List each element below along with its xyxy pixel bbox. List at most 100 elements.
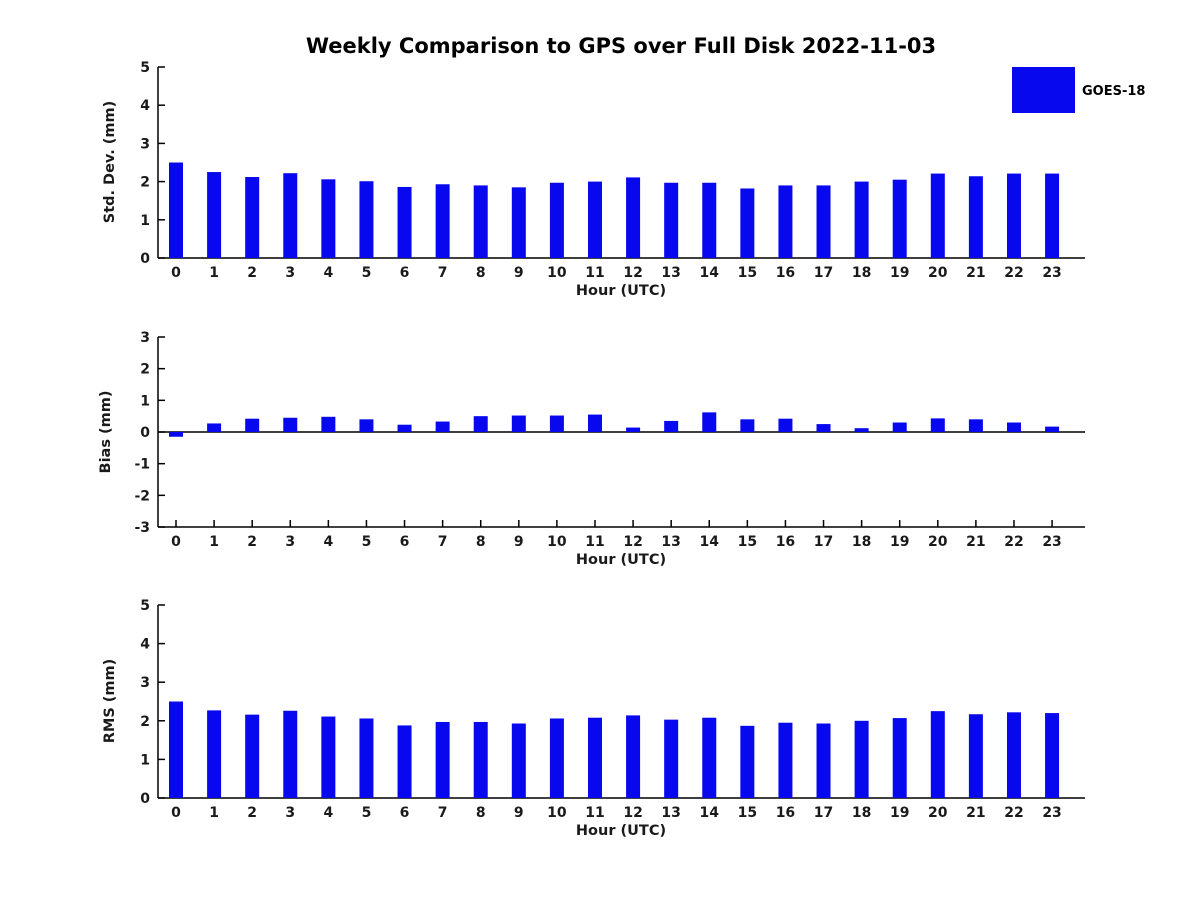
x-tick-label: 10 xyxy=(547,805,567,821)
x-tick-label: 6 xyxy=(400,265,410,281)
x-tick-label: 7 xyxy=(438,534,448,550)
rms-bar-hour-21 xyxy=(968,714,983,798)
x-tick-label: 11 xyxy=(585,265,604,281)
y-tick-label: 1 xyxy=(140,213,150,229)
y-tick-label: 3 xyxy=(140,330,150,346)
y-tick-label: 3 xyxy=(140,675,150,691)
x-tick-label: 8 xyxy=(476,265,486,281)
x-tick-label: 3 xyxy=(285,265,295,281)
bias-bar-hour-13 xyxy=(664,420,679,432)
rms-bar-hour-17 xyxy=(816,723,831,798)
std-dev-bar-hour-17 xyxy=(816,185,831,258)
x-tick-label: 1 xyxy=(209,265,219,281)
rms-bar-hour-19 xyxy=(892,718,907,798)
x-tick-label: 14 xyxy=(700,805,720,821)
bias-bar-hour-6 xyxy=(397,424,412,432)
x-tick-label: 15 xyxy=(738,265,757,281)
x-tick-label: 17 xyxy=(814,265,833,281)
x-tick-label: 4 xyxy=(323,265,333,281)
bias-bar-hour-14 xyxy=(702,412,717,432)
rms-bar-hour-3 xyxy=(283,710,298,798)
x-tick-label: 8 xyxy=(476,805,486,821)
rms-bar-hour-7 xyxy=(435,721,450,798)
x-tick-label: 18 xyxy=(852,265,871,281)
std-dev-bar-hour-13 xyxy=(664,182,679,258)
std-dev-bar-hour-12 xyxy=(626,177,641,258)
std-dev-bar-hour-2 xyxy=(245,177,260,258)
x-tick-label: 2 xyxy=(247,534,257,550)
bias-bar-hour-23 xyxy=(1045,426,1060,432)
bias-bar-hour-11 xyxy=(587,414,602,432)
x-tick-label: 11 xyxy=(585,805,604,821)
std-dev-bar-hour-7 xyxy=(435,184,450,258)
rms-bar-hour-18 xyxy=(854,720,869,798)
x-tick-label: 5 xyxy=(362,265,372,281)
rms-bar-hour-13 xyxy=(664,719,679,798)
std-dev-bar-hour-15 xyxy=(740,188,755,258)
bias-bar-hour-21 xyxy=(968,419,983,432)
x-tick-label: 5 xyxy=(362,534,372,550)
x-tick-label: 19 xyxy=(890,534,909,550)
std-dev-bar-hour-9 xyxy=(511,187,526,258)
rms-bar-hour-4 xyxy=(321,716,336,798)
std-dev-bar-hour-21 xyxy=(968,176,983,258)
std-dev-bar-hour-4 xyxy=(321,179,336,258)
bias-bar-hour-4 xyxy=(321,416,336,432)
bias-bar-hour-8 xyxy=(473,416,488,432)
rms-bar-hour-11 xyxy=(587,717,602,798)
rms-bar-hour-8 xyxy=(473,721,488,798)
y-tick-label: 4 xyxy=(140,637,150,653)
bias-bar-hour-10 xyxy=(549,415,564,432)
x-tick-label: 4 xyxy=(323,805,333,821)
rms-bar-hour-5 xyxy=(359,718,374,798)
bias-x-axis-label: Hour (UTC) xyxy=(576,552,666,568)
bias-bar-hour-22 xyxy=(1006,422,1021,432)
std-dev-bar-hour-16 xyxy=(778,185,793,258)
x-tick-label: 23 xyxy=(1042,534,1061,550)
x-tick-label: 10 xyxy=(547,534,567,550)
x-tick-label: 0 xyxy=(171,265,181,281)
y-tick-label: 4 xyxy=(140,98,150,114)
x-tick-label: 1 xyxy=(209,534,219,550)
x-tick-label: 1 xyxy=(209,805,219,821)
y-tick-label: 0 xyxy=(140,425,150,441)
rms-bar-hour-2 xyxy=(245,714,260,798)
y-tick-label: 1 xyxy=(140,752,150,768)
x-tick-label: 18 xyxy=(852,534,871,550)
x-tick-label: 22 xyxy=(1004,265,1023,281)
y-tick-label: 0 xyxy=(140,791,150,807)
x-tick-label: 22 xyxy=(1004,805,1023,821)
bias-bar-hour-20 xyxy=(930,418,945,432)
x-tick-label: 3 xyxy=(285,805,295,821)
bias-bar-hour-7 xyxy=(435,421,450,432)
x-tick-label: 13 xyxy=(661,265,680,281)
x-tick-label: 6 xyxy=(400,534,410,550)
std-dev-bar-hour-1 xyxy=(207,172,222,258)
y-tick-label: 5 xyxy=(140,60,150,76)
x-tick-label: 12 xyxy=(623,805,642,821)
x-tick-label: 15 xyxy=(738,534,757,550)
y-tick-label: 2 xyxy=(140,175,150,191)
std-dev-bar-hour-6 xyxy=(397,186,412,258)
x-tick-label: 13 xyxy=(661,805,680,821)
bias-bar-hour-17 xyxy=(816,424,831,432)
bias-bar-hour-5 xyxy=(359,419,374,432)
x-tick-label: 20 xyxy=(928,265,948,281)
bias-bar-hour-19 xyxy=(892,422,907,432)
rms-y-axis-label: RMS (mm) xyxy=(102,659,118,744)
x-tick-label: 9 xyxy=(514,265,524,281)
std-dev-bar-hour-19 xyxy=(892,179,907,258)
std-dev-bar-hour-22 xyxy=(1006,173,1021,258)
x-tick-label: 20 xyxy=(928,805,948,821)
legend-label: GOES-18 xyxy=(1082,84,1145,99)
x-tick-label: 16 xyxy=(776,265,795,281)
rms-bar-hour-20 xyxy=(930,711,945,798)
x-tick-label: 22 xyxy=(1004,534,1023,550)
x-tick-label: 21 xyxy=(966,265,985,281)
legend: GOES-18 xyxy=(1012,67,1145,113)
bias-y-axis-label: Bias (mm) xyxy=(98,391,114,474)
rms-x-axis-label: Hour (UTC) xyxy=(576,823,666,839)
x-tick-label: 19 xyxy=(890,265,909,281)
